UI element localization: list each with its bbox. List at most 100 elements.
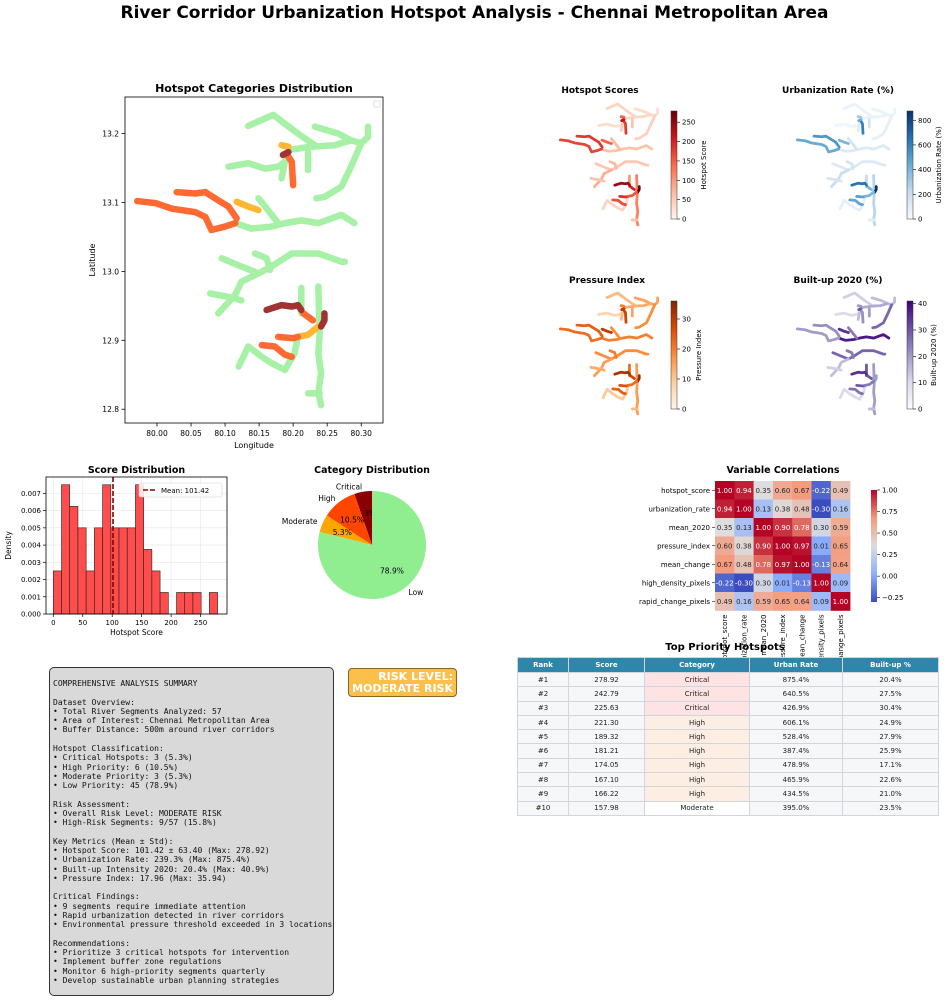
table-cell-urban-rate: 395.0%	[749, 800, 843, 816]
river-segment-moderate	[278, 141, 292, 150]
heatmap-row-label: high_density_pixels	[642, 579, 710, 587]
river-segment	[619, 311, 624, 321]
river-segment	[594, 160, 650, 172]
heatmap-cell	[753, 518, 774, 537]
river-segment-low	[278, 158, 289, 182]
heatmap-cell-value: 0.48	[736, 561, 752, 569]
category-pie-chart: Category Distribution Critical 5.3% High 10.…	[282, 465, 430, 599]
river-segment	[575, 134, 604, 149]
x-tick-label: 80.30	[350, 429, 372, 438]
river-segment	[812, 323, 841, 338]
river-segment	[848, 198, 864, 207]
column-header-score: Score	[568, 657, 645, 673]
table-cell-built-up: 23.5%	[842, 800, 939, 816]
histogram-legend	[138, 482, 223, 498]
river-segment	[597, 117, 626, 128]
river-segment	[635, 363, 640, 416]
river-segment	[636, 185, 641, 194]
metric-map-score: Hotspot Scores 0 50 100 150 200 250 Hotspot Sco…	[558, 86, 708, 227]
river-segment-low	[315, 283, 325, 409]
heatmap-cell-value: 0.94	[717, 505, 733, 513]
heatmap-cell-value: 0.01	[775, 579, 791, 587]
table-cell-category: High	[644, 786, 750, 802]
heatmap-cell	[734, 518, 754, 537]
column-header-rank: Rank	[517, 657, 569, 673]
heatmap-cell	[753, 536, 774, 556]
heatmap-cell-value: 0.78	[755, 561, 771, 569]
heatmap-cell	[772, 518, 793, 537]
colorbar-tick-label: 50	[682, 196, 691, 204]
summary-text: COMPREHENSIVE ANALYSIS SUMMARY Dataset O…	[53, 679, 333, 985]
table-cell-built-up: 27.9%	[842, 729, 939, 745]
table-cell-urban-rate: 606.1%	[749, 714, 843, 731]
river-segment	[620, 307, 626, 312]
heatmap-cell-value: 0.65	[775, 598, 791, 606]
colorbar-tick-label: −0.25	[882, 594, 903, 602]
table-cell-score: 189.32	[568, 729, 645, 745]
river-segment	[601, 384, 630, 401]
x-tick-label: 0	[51, 619, 55, 627]
colorbar-tick-label: 0	[682, 216, 686, 224]
metric-map-title: Hotspot Scores	[561, 86, 638, 96]
y-axis-label: Latitude	[88, 243, 97, 276]
river-segment-low	[313, 139, 365, 202]
river-segment	[870, 107, 896, 118]
heatmap-cell-value: 0.38	[736, 542, 752, 550]
heatmap-column-label: urbanization_rate	[740, 615, 748, 677]
river-segment	[842, 102, 874, 119]
colorbar-tick-label: 10	[682, 376, 691, 384]
river-segment	[622, 302, 652, 310]
river-segment	[619, 115, 626, 119]
river-segment	[837, 138, 850, 146]
heatmap-cell-value: 0.16	[833, 505, 849, 513]
y-tick-label: 0.001	[21, 593, 41, 601]
river-segment	[608, 349, 618, 359]
table-cell-category: High	[644, 743, 750, 759]
table-cell-urban-rate: 387.4%	[749, 743, 843, 759]
table-row: #8 167.10 High 465.9% 22.6%	[517, 772, 939, 788]
river-segment	[838, 384, 867, 401]
river-segment	[619, 304, 626, 308]
table-cell-score: 278.92	[568, 671, 645, 688]
heatmap-cell	[734, 499, 754, 519]
heatmap-column-label: rapid_change_pixels	[837, 614, 845, 685]
heatmap-cell	[715, 592, 735, 611]
colorbar	[906, 110, 914, 220]
table-cell-urban-rate: 478.9%	[749, 757, 843, 774]
table-cell-category: High	[644, 729, 750, 745]
histogram-bar	[176, 592, 186, 615]
river-segment	[846, 326, 859, 340]
table-row: #2 242.79 Critical 640.5% 27.5%	[517, 686, 939, 702]
river-segment	[795, 327, 841, 343]
river-segment	[856, 115, 863, 119]
river-segment	[633, 296, 659, 307]
heatmap-colorbar	[871, 490, 877, 602]
heatmap-cell-value: 0.78	[794, 524, 810, 532]
river-segment	[558, 138, 604, 154]
river-segment	[620, 118, 626, 123]
histogram-bar	[209, 592, 218, 615]
colorbar-tick-label: 200	[918, 191, 931, 199]
heatmap-cell	[772, 499, 793, 519]
colorbar-tick-label: 200	[682, 138, 695, 146]
metric-map-title: Urbanization Rate (%)	[782, 86, 894, 96]
river-segment-low	[225, 146, 292, 172]
river-segment	[834, 306, 863, 317]
river-segment	[850, 181, 868, 187]
x-tick-label: 80.15	[248, 429, 270, 438]
table-cell-category: Critical	[644, 686, 750, 702]
colorbar-tick-label: 0.50	[882, 530, 898, 538]
table-cell-built-up: 21.0%	[842, 786, 939, 802]
river-segment	[859, 302, 889, 310]
heatmap-cell	[715, 536, 735, 556]
heatmap-column-label: hotspot_score	[721, 615, 729, 664]
heatmap-cell	[792, 536, 812, 556]
heatmap-cell-value: 1.00	[813, 579, 829, 587]
pie-percent-label: 5.3%	[357, 509, 376, 518]
river-segment-low	[244, 111, 319, 149]
heatmap-cell	[734, 536, 754, 556]
river-segment	[830, 357, 850, 378]
pie-slice-moderate	[319, 515, 372, 545]
colorbar-tick-label: 100	[682, 177, 695, 185]
heatmap-cell-value: 0.16	[736, 598, 752, 606]
